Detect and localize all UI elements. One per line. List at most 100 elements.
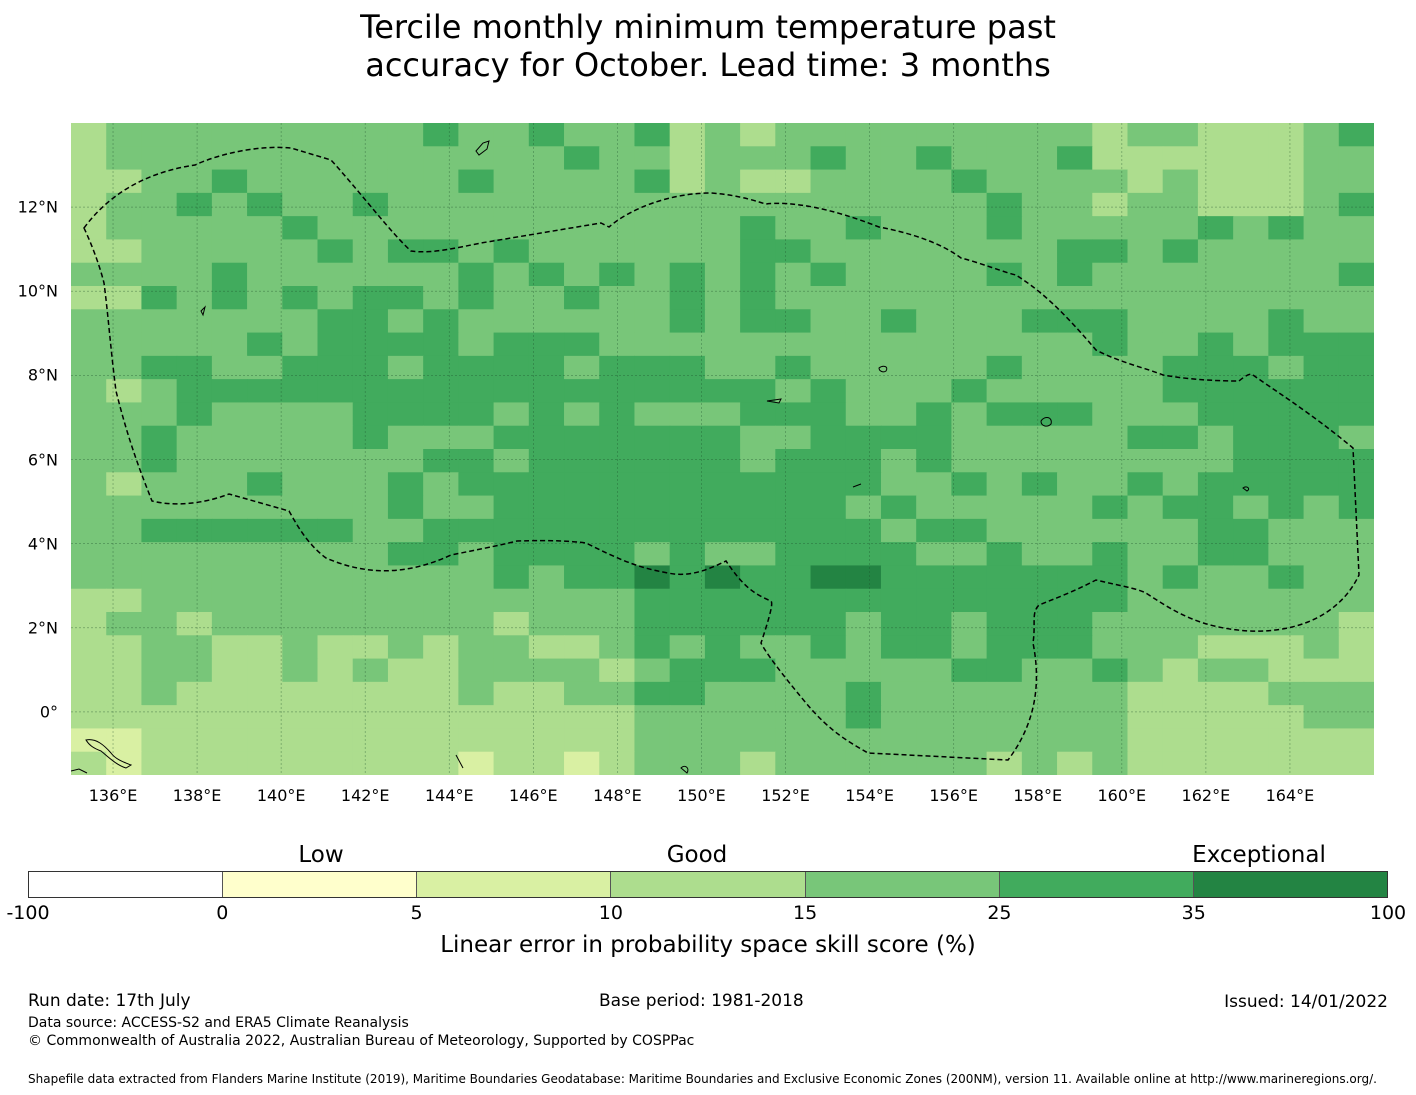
skill-cell	[880, 518, 917, 543]
skill-cell	[1268, 309, 1305, 334]
skill-cell	[951, 192, 988, 217]
skill-cell	[704, 146, 741, 171]
skill-cell	[387, 332, 424, 357]
skill-cell	[176, 542, 213, 567]
skill-cell	[176, 635, 213, 660]
skill-cell	[1162, 705, 1199, 730]
base-period: Base period: 1981-2018	[599, 991, 804, 1011]
skill-cell	[1268, 425, 1305, 450]
skill-cell	[458, 355, 495, 380]
skill-cell	[106, 379, 143, 404]
skill-cell	[528, 658, 565, 683]
skill-cell	[845, 262, 882, 287]
skill-cell	[599, 751, 636, 775]
skill-cell	[71, 495, 107, 520]
skill-cell	[528, 123, 565, 147]
skill-cell	[1338, 169, 1374, 194]
skill-cell	[71, 379, 107, 404]
skill-cell	[1233, 449, 1269, 473]
skill-cell	[352, 751, 389, 775]
skill-cell	[599, 612, 636, 636]
skill-cell	[176, 658, 213, 683]
skill-cell	[1057, 542, 1093, 567]
skill-cell	[1021, 635, 1058, 660]
skill-cell	[106, 472, 143, 497]
skill-cell	[669, 635, 706, 660]
skill-cell	[176, 262, 213, 287]
skill-cell	[634, 681, 671, 706]
skill-cell	[71, 612, 107, 636]
skill-cell	[669, 402, 706, 427]
skill-cell	[1197, 658, 1234, 683]
skill-cell	[282, 216, 319, 241]
skill-cell	[71, 728, 107, 753]
skill-cell	[1303, 495, 1340, 520]
skill-cell	[1057, 332, 1093, 357]
skill-cell	[916, 425, 953, 450]
skill-cell	[1021, 588, 1058, 613]
skill-cell	[1021, 286, 1058, 310]
skill-cell	[141, 705, 178, 730]
skill-cell	[564, 332, 600, 357]
skill-cell	[211, 705, 248, 730]
skill-cell	[704, 588, 741, 613]
skill-cell	[317, 262, 354, 287]
skill-cell	[634, 169, 671, 194]
skill-cell	[810, 658, 847, 683]
colorbar-tick-label: 100	[1369, 902, 1407, 924]
skill-cell	[352, 635, 389, 660]
skill-cell	[740, 192, 776, 217]
skill-cell	[740, 449, 776, 473]
skill-cell	[1162, 635, 1199, 660]
skill-cell	[1021, 262, 1058, 287]
skill-cell	[1303, 123, 1340, 147]
skill-cell	[951, 751, 988, 775]
skill-cell	[880, 751, 917, 775]
skill-cell	[141, 379, 178, 404]
skill-cell	[528, 705, 565, 730]
skill-cell	[458, 751, 495, 775]
skill-cell	[740, 262, 776, 287]
latitude-label: 2°N	[27, 618, 58, 638]
skill-cell	[1162, 216, 1199, 241]
skill-cell	[282, 495, 319, 520]
skill-cell	[564, 728, 600, 753]
skill-cell	[1162, 658, 1199, 683]
skill-cell	[599, 542, 636, 567]
skill-cell	[106, 169, 143, 194]
skill-cell	[1338, 681, 1374, 706]
skill-cell	[528, 681, 565, 706]
skill-cell	[1338, 658, 1374, 683]
skill-cell	[845, 518, 882, 543]
skill-cell	[951, 286, 988, 310]
skill-cell	[1021, 379, 1058, 404]
skill-cell	[1092, 588, 1129, 613]
skill-cell	[810, 146, 847, 171]
skill-cell	[1021, 192, 1058, 217]
skill-cell	[1057, 751, 1093, 775]
skill-cell	[1197, 518, 1234, 543]
skill-cell	[1303, 192, 1340, 217]
skill-cell	[634, 123, 671, 147]
skill-cell	[317, 751, 354, 775]
skill-cell	[528, 751, 565, 775]
skill-cell	[141, 565, 178, 590]
skill-cell	[528, 379, 565, 404]
skill-cell	[176, 495, 213, 520]
skill-cell	[669, 565, 706, 590]
skill-cell	[599, 658, 636, 683]
skill-cell	[176, 472, 213, 497]
skill-cell	[317, 658, 354, 683]
skill-cell	[1197, 612, 1234, 636]
skill-cell	[1021, 216, 1058, 241]
skill-cell	[1057, 495, 1093, 520]
skill-cell	[740, 472, 776, 497]
skill-cell	[423, 146, 459, 171]
skill-cell	[986, 262, 1023, 287]
skill-cell	[845, 379, 882, 404]
skill-cell	[564, 425, 600, 450]
skill-cell	[423, 472, 459, 497]
skill-cell	[1338, 123, 1374, 147]
skill-cell	[599, 681, 636, 706]
skill-cell	[387, 239, 424, 264]
